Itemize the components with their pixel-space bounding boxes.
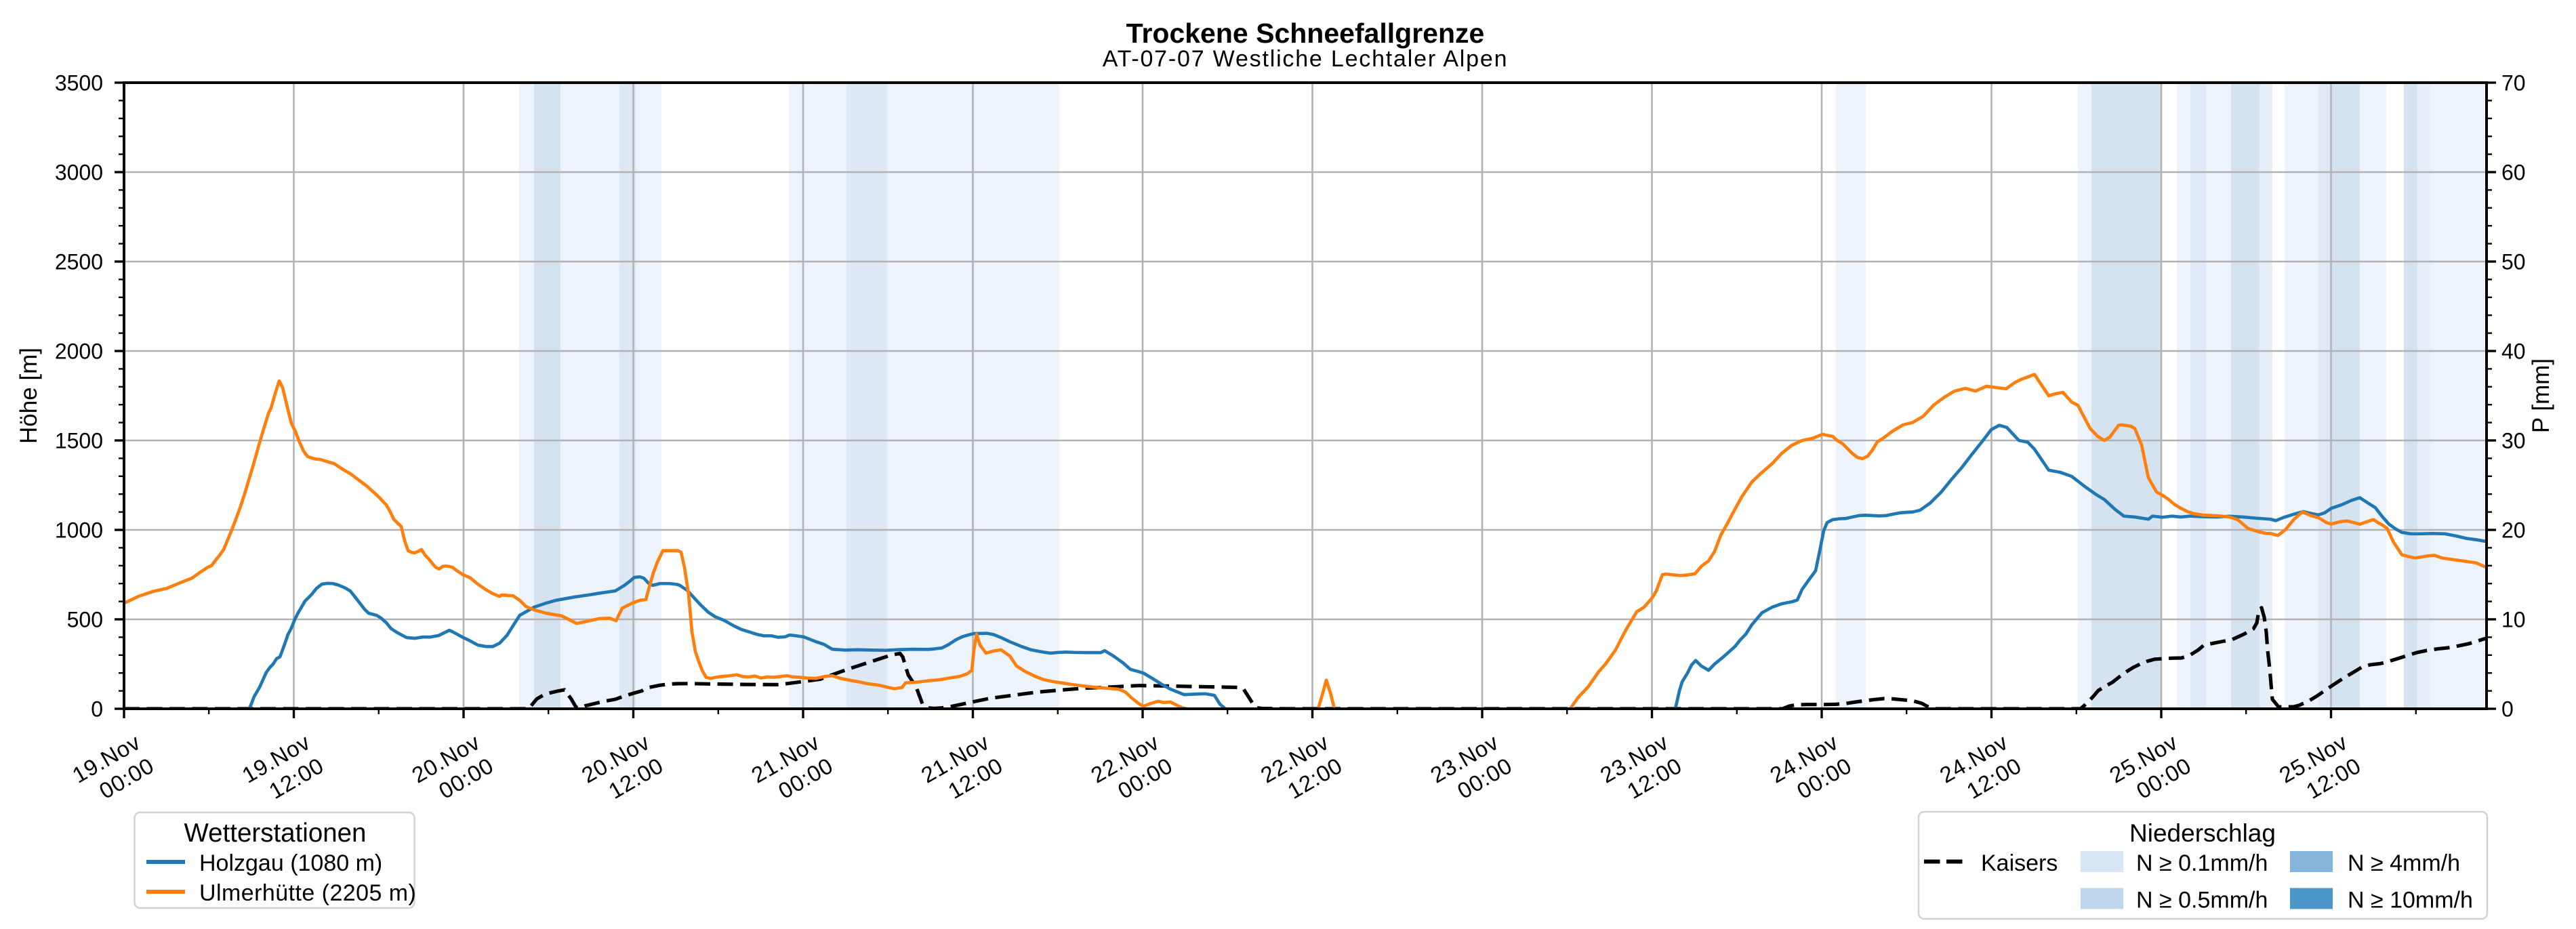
svg-text:70: 70 xyxy=(2501,71,2526,96)
svg-text:Kaisers: Kaisers xyxy=(1981,850,2058,876)
svg-text:AT-07-07 Westliche Lechtaler A: AT-07-07 Westliche Lechtaler Alpen xyxy=(1103,46,1509,72)
svg-text:50: 50 xyxy=(2501,250,2526,274)
svg-text:2500: 2500 xyxy=(55,250,103,274)
svg-text:N ≥ 10mm/h: N ≥ 10mm/h xyxy=(2348,888,2473,913)
svg-text:1000: 1000 xyxy=(55,518,103,543)
svg-text:10: 10 xyxy=(2501,608,2526,632)
svg-text:3500: 3500 xyxy=(55,71,103,96)
svg-text:N ≥ 0.5mm/h: N ≥ 0.5mm/h xyxy=(2136,888,2268,913)
svg-text:Trockene Schneefallgrenze: Trockene Schneefallgrenze xyxy=(1126,18,1485,49)
svg-text:N ≥ 0.1mm/h: N ≥ 0.1mm/h xyxy=(2136,850,2268,876)
svg-text:N ≥ 4mm/h: N ≥ 4mm/h xyxy=(2348,850,2460,876)
svg-text:1500: 1500 xyxy=(55,429,103,453)
svg-text:30: 30 xyxy=(2501,429,2526,453)
svg-text:20: 20 xyxy=(2501,518,2526,543)
svg-text:0: 0 xyxy=(91,697,103,722)
svg-text:40: 40 xyxy=(2501,339,2526,364)
svg-text:60: 60 xyxy=(2501,161,2526,185)
svg-text:2000: 2000 xyxy=(55,339,103,364)
svg-text:Höhe [m]: Höhe [m] xyxy=(16,348,42,444)
svg-text:Ulmerhütte (2205 m): Ulmerhütte (2205 m) xyxy=(199,880,416,906)
svg-text:500: 500 xyxy=(67,608,103,632)
svg-text:Niederschlag: Niederschlag xyxy=(2129,819,2276,847)
svg-text:P [mm]: P [mm] xyxy=(2528,358,2554,433)
svg-text:Holzgau (1080 m): Holzgau (1080 m) xyxy=(199,850,382,876)
svg-text:0: 0 xyxy=(2501,697,2514,722)
svg-text:Wetterstationen: Wetterstationen xyxy=(184,819,367,848)
svg-text:3000: 3000 xyxy=(55,161,103,185)
